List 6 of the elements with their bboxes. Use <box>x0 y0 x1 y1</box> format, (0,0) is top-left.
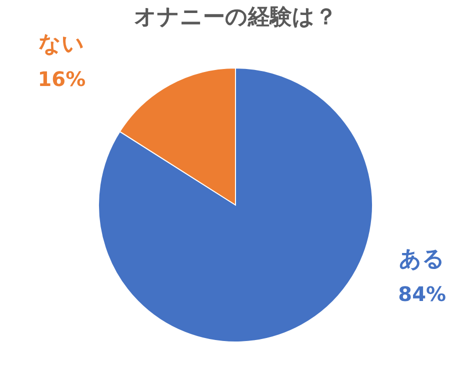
pie-slice <box>98 68 373 342</box>
slice-label: ない <box>38 32 85 58</box>
chart-title: オナニーの経験は？ <box>134 5 337 30</box>
slice-label: ある <box>399 246 446 272</box>
data-label: 16% <box>38 67 86 92</box>
data-label: 84% <box>398 282 446 306</box>
